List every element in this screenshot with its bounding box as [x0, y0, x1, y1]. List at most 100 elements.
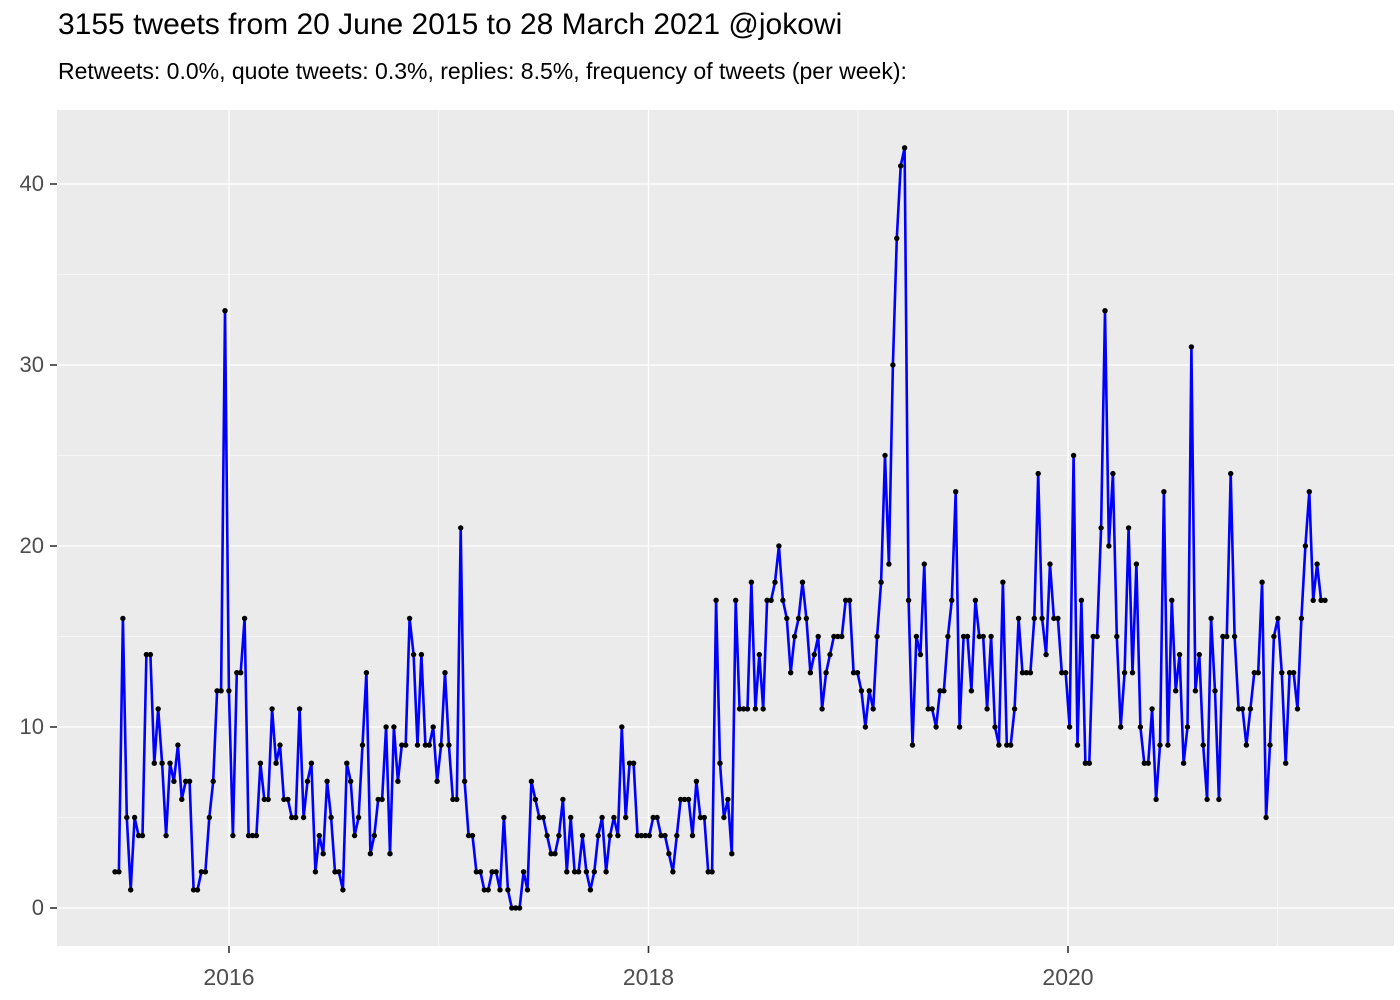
data-point — [332, 869, 338, 875]
data-point — [1188, 344, 1195, 350]
data-point — [1267, 742, 1273, 748]
data-point — [1086, 760, 1093, 766]
data-point — [960, 633, 967, 640]
data-point — [552, 851, 558, 857]
data-point — [956, 724, 963, 730]
data-point — [112, 869, 118, 875]
data-point — [831, 633, 837, 640]
data-point — [481, 887, 487, 893]
data-point — [760, 706, 766, 712]
data-point — [269, 706, 275, 712]
data-point — [501, 814, 507, 821]
data-point — [222, 308, 228, 314]
data-point — [670, 869, 676, 875]
data-point — [155, 706, 161, 712]
data-point — [1153, 796, 1159, 803]
data-point — [874, 633, 880, 640]
data-point — [721, 814, 727, 821]
data-point — [776, 543, 782, 549]
data-point — [854, 670, 861, 676]
data-point — [159, 760, 165, 766]
data-point — [218, 688, 224, 694]
data-point — [571, 869, 578, 875]
chart-subtitle: Retweets: 0.0%, quote tweets: 0.3%, repl… — [58, 58, 907, 84]
data-point — [418, 651, 425, 658]
data-point — [245, 832, 252, 839]
data-point — [587, 887, 594, 893]
data-point — [650, 814, 656, 821]
data-point — [780, 597, 786, 603]
data-point — [1161, 489, 1167, 495]
data-point — [387, 851, 393, 857]
data-point — [230, 832, 236, 839]
data-point — [438, 742, 444, 748]
data-point — [426, 742, 432, 748]
data-point — [701, 814, 707, 821]
data-point — [1063, 670, 1069, 676]
data-point — [697, 814, 704, 821]
data-point — [536, 814, 542, 821]
data-point — [1290, 670, 1297, 676]
data-point — [214, 688, 220, 694]
data-point — [1059, 670, 1065, 676]
data-point — [945, 633, 951, 640]
data-point — [194, 887, 201, 893]
data-point — [430, 724, 436, 730]
data-point — [131, 814, 138, 821]
data-point — [198, 869, 205, 875]
y-axis-tick-label: 10 — [20, 714, 44, 739]
data-point — [733, 597, 739, 603]
data-point — [740, 706, 747, 712]
data-point — [1271, 633, 1277, 640]
data-point — [575, 869, 582, 875]
data-point — [674, 832, 680, 839]
data-point — [363, 670, 370, 676]
data-point — [630, 760, 637, 766]
data-point — [324, 778, 330, 784]
data-point — [410, 651, 417, 658]
data-point — [1176, 651, 1183, 658]
data-point — [623, 814, 629, 821]
data-point — [167, 760, 173, 766]
data-point — [524, 887, 531, 893]
data-point — [850, 670, 857, 676]
data-point — [277, 742, 283, 748]
data-point — [693, 778, 700, 784]
data-point — [1302, 543, 1309, 549]
data-point — [583, 869, 590, 875]
data-point — [509, 905, 515, 911]
data-point — [713, 597, 719, 603]
data-point — [513, 905, 519, 911]
data-point — [493, 869, 499, 875]
data-point — [1306, 489, 1313, 495]
data-point — [1008, 742, 1014, 748]
data-point — [461, 778, 468, 784]
data-point — [320, 851, 326, 857]
data-point — [395, 778, 401, 784]
data-point — [261, 796, 267, 803]
data-point — [1035, 470, 1041, 477]
data-point — [839, 633, 845, 640]
data-point — [980, 633, 986, 640]
data-point — [1137, 724, 1144, 730]
data-point — [654, 814, 660, 821]
data-point — [756, 651, 762, 658]
data-point — [183, 778, 189, 784]
data-point — [414, 742, 421, 748]
data-point — [564, 869, 570, 875]
data-point — [784, 615, 790, 622]
data-point — [1224, 633, 1230, 640]
data-point — [1196, 651, 1203, 658]
data-point — [819, 706, 825, 712]
data-point — [257, 760, 264, 766]
data-point — [579, 832, 586, 839]
data-point — [752, 706, 759, 712]
data-point — [1141, 760, 1148, 766]
data-point — [890, 362, 896, 368]
data-point — [1263, 814, 1269, 821]
data-point — [285, 796, 291, 803]
data-point — [611, 814, 617, 821]
data-point — [1180, 760, 1187, 766]
data-point — [348, 778, 354, 784]
